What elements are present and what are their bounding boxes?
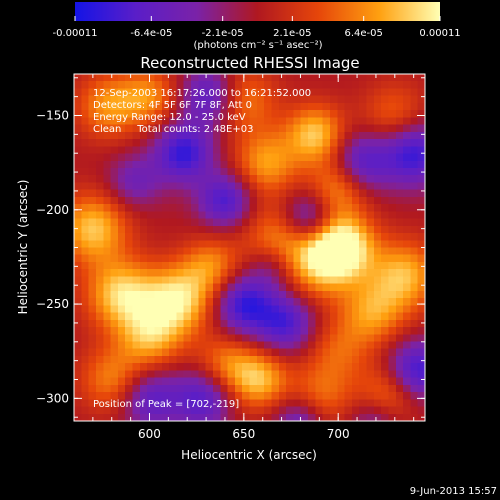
y-tick-label: −200: [36, 203, 69, 217]
colorbar-tick-label: -6.4e-05: [130, 28, 172, 39]
colorbar-tick-label: -0.00011: [53, 28, 98, 39]
annotation-clean-counts: Clean Total counts: 2.48E+03: [93, 124, 253, 135]
colorbar-tick-label: 2.1e-05: [273, 28, 311, 39]
colorbar-tick-label: -2.1e-05: [202, 28, 244, 39]
y-axis-tick-labels: −150 −200 −250 −300: [36, 108, 69, 405]
annotation-detectors: Detectors: 4F 5F 6F 7F 8F, Att 0: [93, 100, 252, 111]
y-axis-label: Heliocentric Y (arcsec): [16, 180, 30, 315]
x-tick-label: 700: [327, 427, 350, 441]
heatmap-image: [74, 74, 425, 421]
colorbar-tick-label: 6.4e-05: [344, 28, 382, 39]
colorbar: [75, 2, 440, 21]
colorbar-unit-label: (photons cm⁻² s⁻¹ asec⁻²): [193, 40, 322, 51]
chart-title: Reconstructed RHESSI Image: [140, 54, 359, 72]
footer-date: 9-Jun-2013 15:57: [410, 486, 497, 497]
y-tick-label: −250: [36, 297, 69, 311]
y-axis-ticks: [74, 77, 425, 418]
x-axis-label: Heliocentric X (arcsec): [181, 448, 317, 462]
x-tick-label: 650: [232, 427, 255, 441]
colorbar-tick-labels: -0.00011 -6.4e-05 -2.1e-05 2.1e-05 6.4e-05 0.…: [53, 28, 461, 39]
annotation-energy-range: Energy Range: 12.0 - 25.0 keV: [93, 112, 246, 123]
y-tick-label: −150: [36, 108, 69, 122]
peak-position-label: Position of Peak = [702,-219]: [93, 399, 239, 410]
annotation-time-range: 12-Sep-2003 16:17:26.000 to 16:21:52.000: [93, 88, 311, 99]
x-axis-ticks: [73, 74, 415, 421]
colorbar-ticks: [74, 16, 441, 21]
x-tick-label: 600: [138, 427, 161, 441]
colorbar-tick-label: 0.00011: [419, 28, 460, 39]
x-axis-tick-labels: 600 650 700: [138, 427, 350, 441]
y-tick-label: −300: [36, 391, 69, 405]
